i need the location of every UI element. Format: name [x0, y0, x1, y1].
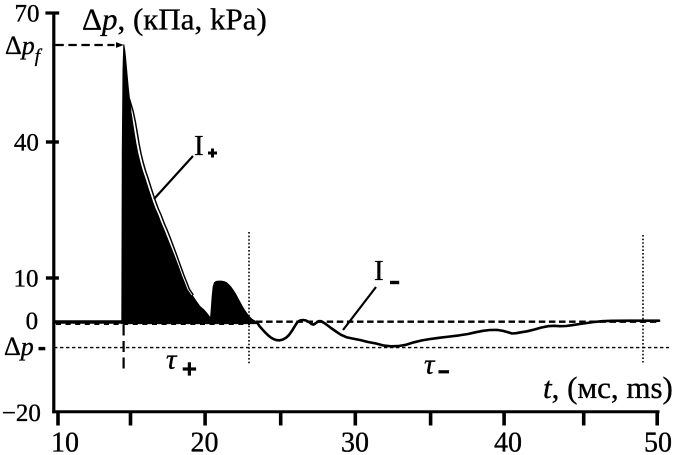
svg-text:τ: τ: [166, 344, 178, 376]
svg-text:40: 40: [494, 428, 522, 455]
svg-text:−20: −20: [2, 400, 41, 427]
svg-text:50: 50: [644, 428, 672, 455]
svg-text:τ: τ: [424, 349, 436, 381]
svg-text:I: I: [194, 130, 204, 162]
svg-text:t, (мс, ms): t, (мс, ms): [543, 370, 673, 405]
svg-text:Δp: Δp: [4, 332, 34, 361]
svg-text:30: 30: [341, 428, 369, 455]
svg-text:0: 0: [26, 308, 39, 335]
svg-text:Δp, (кПа, kPa): Δp, (кПа, kPa): [82, 1, 267, 36]
svg-text:20: 20: [191, 428, 219, 455]
svg-text:10: 10: [51, 428, 79, 455]
svg-text:10: 10: [14, 266, 39, 293]
svg-text:40: 40: [14, 130, 39, 157]
svg-text:70: 70: [15, 1, 40, 28]
svg-text:I: I: [374, 255, 384, 287]
